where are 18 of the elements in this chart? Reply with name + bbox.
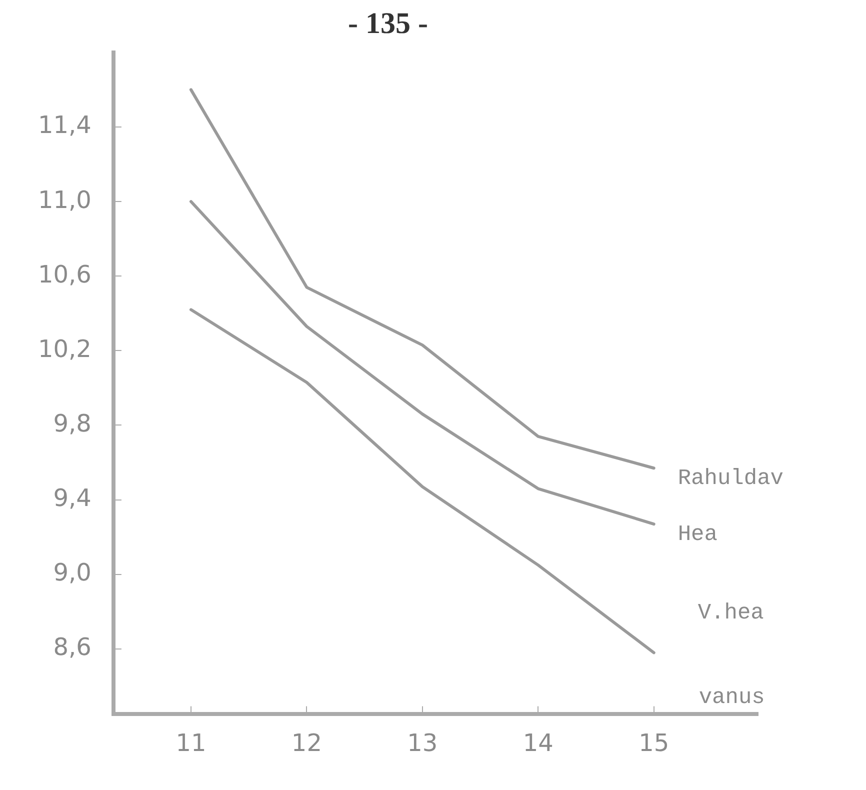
y-tick-label: 9,8 <box>53 409 92 438</box>
y-tick-label: 11,0 <box>38 186 92 214</box>
x-tick-label: 13 <box>407 728 438 757</box>
y-tick-label: 10,6 <box>38 260 92 288</box>
y-tick-label: 11,4 <box>38 111 92 140</box>
series-label: Hea <box>678 522 718 547</box>
y-tick-label: 8,6 <box>53 633 92 662</box>
x-tick-label: 14 <box>522 728 554 757</box>
x-tick-label: 12 <box>291 728 322 757</box>
series-label: Rahuldav <box>678 466 784 491</box>
text: V.hea <box>698 600 764 626</box>
y-tick-label: 10,2 <box>38 334 92 363</box>
x-tick-label: 11 <box>176 728 206 757</box>
y-tick-label: 9,0 <box>53 558 92 587</box>
text: - 135 - <box>348 6 428 40</box>
x-tick-label: 15 <box>638 728 670 757</box>
y-tick-label: 9,4 <box>53 484 92 512</box>
x-axis-title: vanus <box>698 685 765 710</box>
